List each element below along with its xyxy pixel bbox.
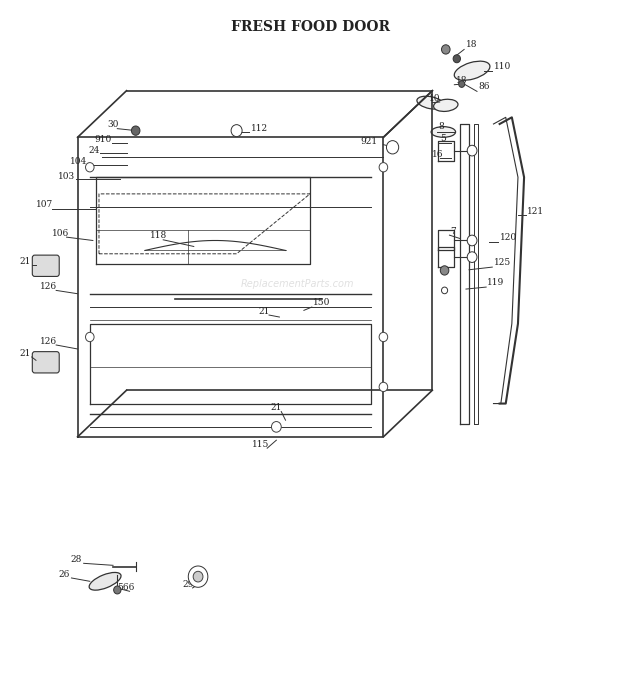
Circle shape bbox=[379, 382, 388, 392]
Text: 125: 125 bbox=[494, 258, 511, 267]
Text: 21: 21 bbox=[270, 403, 281, 412]
Circle shape bbox=[131, 126, 140, 135]
Text: FRESH FOOD DOOR: FRESH FOOD DOOR bbox=[231, 20, 389, 34]
FancyBboxPatch shape bbox=[32, 255, 60, 276]
Circle shape bbox=[440, 266, 449, 275]
Circle shape bbox=[467, 146, 477, 156]
Circle shape bbox=[113, 586, 121, 594]
Text: ReplacementParts.com: ReplacementParts.com bbox=[241, 279, 355, 288]
Circle shape bbox=[386, 141, 399, 154]
Circle shape bbox=[272, 421, 281, 432]
Ellipse shape bbox=[89, 572, 121, 590]
Text: 18: 18 bbox=[456, 75, 467, 85]
Circle shape bbox=[231, 125, 242, 137]
Text: 112: 112 bbox=[250, 123, 268, 133]
Text: 26: 26 bbox=[58, 570, 69, 579]
Text: 104: 104 bbox=[70, 157, 87, 166]
Text: 126: 126 bbox=[40, 282, 57, 291]
Circle shape bbox=[86, 162, 94, 172]
Text: 29: 29 bbox=[182, 580, 194, 588]
Text: 110: 110 bbox=[494, 62, 511, 71]
Text: 5: 5 bbox=[440, 133, 446, 143]
Circle shape bbox=[441, 287, 448, 294]
Text: 126: 126 bbox=[40, 336, 57, 346]
Circle shape bbox=[193, 572, 203, 582]
Text: 566: 566 bbox=[117, 583, 135, 592]
Circle shape bbox=[379, 162, 388, 172]
Text: 30: 30 bbox=[107, 121, 118, 129]
Text: 921: 921 bbox=[361, 137, 378, 146]
Text: 21: 21 bbox=[19, 257, 31, 266]
Circle shape bbox=[379, 332, 388, 342]
Text: 86: 86 bbox=[478, 82, 490, 92]
Text: 18: 18 bbox=[466, 40, 477, 49]
Circle shape bbox=[86, 332, 94, 342]
Text: 106: 106 bbox=[52, 228, 69, 238]
Text: 119: 119 bbox=[487, 278, 505, 287]
Text: 121: 121 bbox=[527, 207, 544, 216]
Circle shape bbox=[188, 566, 208, 587]
Text: 107: 107 bbox=[36, 200, 53, 209]
Text: 118: 118 bbox=[150, 231, 167, 241]
Ellipse shape bbox=[433, 99, 458, 111]
Circle shape bbox=[453, 55, 461, 63]
Circle shape bbox=[467, 235, 477, 246]
Text: 8: 8 bbox=[438, 122, 444, 131]
FancyBboxPatch shape bbox=[32, 352, 60, 373]
Text: 115: 115 bbox=[252, 440, 269, 449]
Text: 103: 103 bbox=[58, 172, 75, 181]
Circle shape bbox=[441, 44, 450, 54]
Ellipse shape bbox=[431, 127, 456, 137]
Circle shape bbox=[467, 252, 477, 262]
Text: 10: 10 bbox=[429, 94, 441, 102]
Text: 28: 28 bbox=[70, 555, 82, 564]
Text: 21: 21 bbox=[258, 307, 269, 315]
Text: 910: 910 bbox=[95, 135, 112, 144]
Text: 24: 24 bbox=[89, 146, 100, 154]
Text: 120: 120 bbox=[500, 233, 516, 243]
Text: 7: 7 bbox=[451, 227, 456, 236]
Circle shape bbox=[459, 81, 465, 88]
Ellipse shape bbox=[417, 96, 444, 109]
Text: 16: 16 bbox=[432, 150, 444, 159]
Ellipse shape bbox=[454, 61, 490, 80]
Text: 21: 21 bbox=[19, 348, 31, 358]
Text: 150: 150 bbox=[313, 298, 330, 307]
